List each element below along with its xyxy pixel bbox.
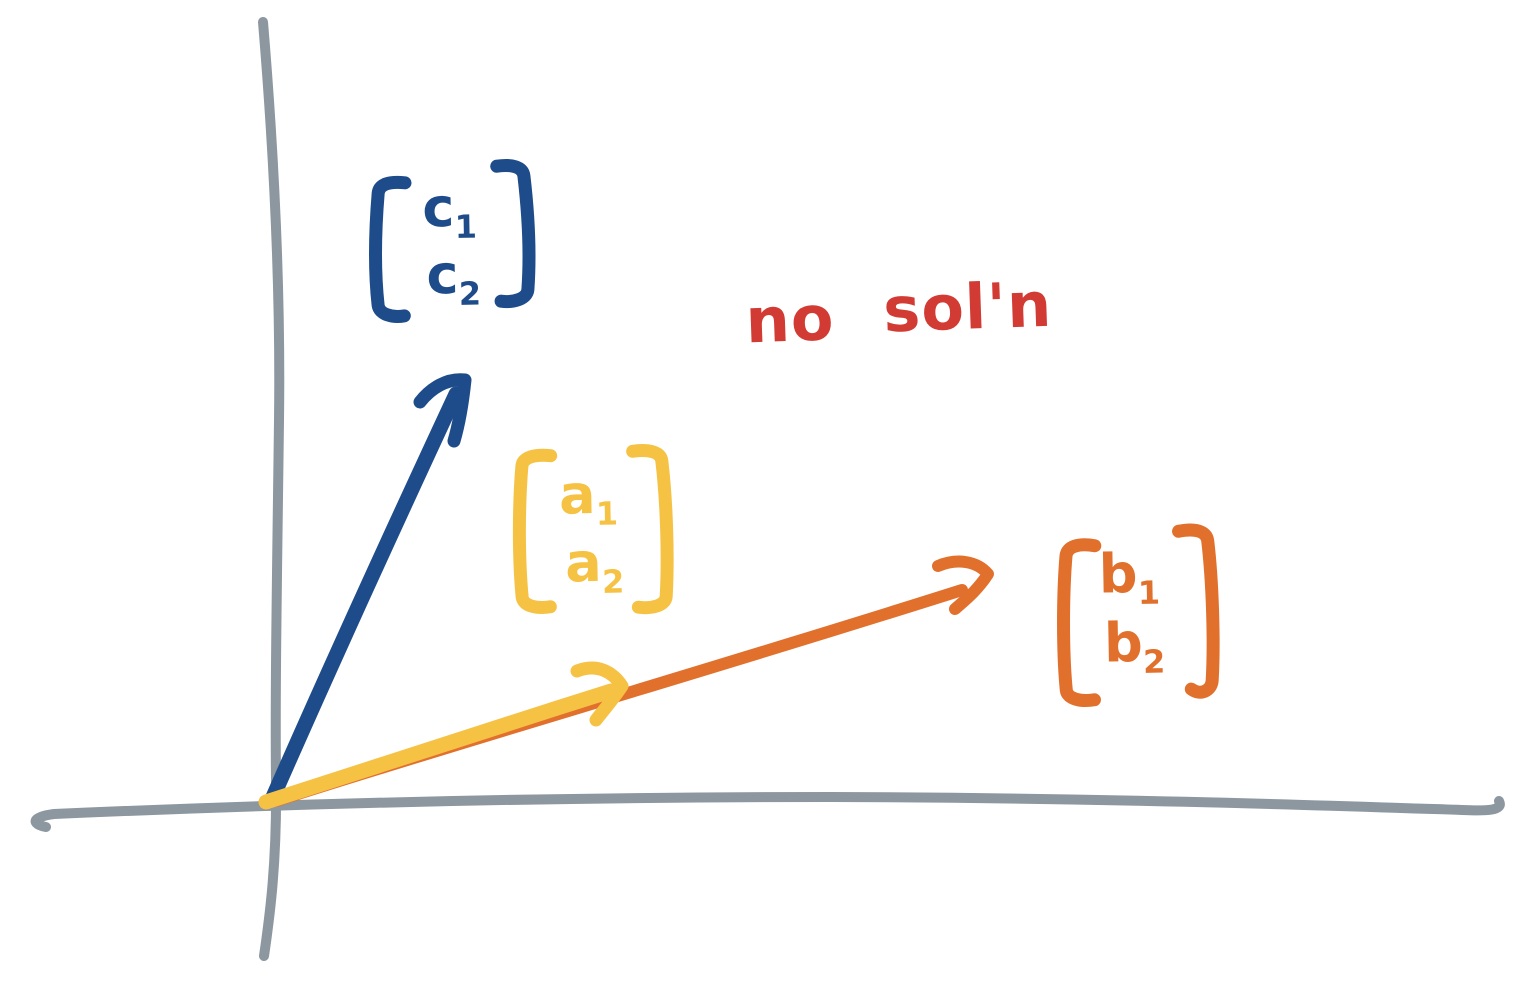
no-solution-annotation: no sol'n: [744, 268, 1053, 358]
matrix-bracket-right-c: [490, 158, 536, 309]
vector-b-label-row-2: b2: [1103, 611, 1165, 682]
vector-b-label: b1 b2: [1057, 523, 1220, 707]
matrix-bracket-right-a: [626, 444, 674, 615]
vector-b-arrowhead: [932, 555, 994, 615]
vector-c-arrowhead: [413, 373, 472, 448]
matrix-bracket-left-b: [1057, 538, 1102, 707]
vector-a-arrowhead: [570, 661, 629, 727]
vector-c-shaft: [265, 386, 464, 805]
vector-a-shaft: [258, 683, 619, 810]
vector-c-label-row-1: c1: [422, 176, 477, 247]
y-axis-line: [258, 17, 285, 961]
vector-b-label-row-1: b1: [1098, 542, 1160, 613]
vector-c-label-row-2: c2: [426, 243, 481, 314]
vector-a-label-row-1: a1: [558, 463, 618, 534]
vector-c-label: c1 c2: [369, 158, 536, 323]
matrix-bracket-left-c: [369, 175, 412, 323]
vector-a-label: a1 a2: [512, 444, 674, 615]
matrix-bracket-right-b: [1172, 523, 1220, 699]
matrix-bracket-left-a: [512, 448, 558, 614]
vector-a-label-row-2: a2: [565, 530, 625, 601]
x-axis-line: [30, 792, 1505, 832]
